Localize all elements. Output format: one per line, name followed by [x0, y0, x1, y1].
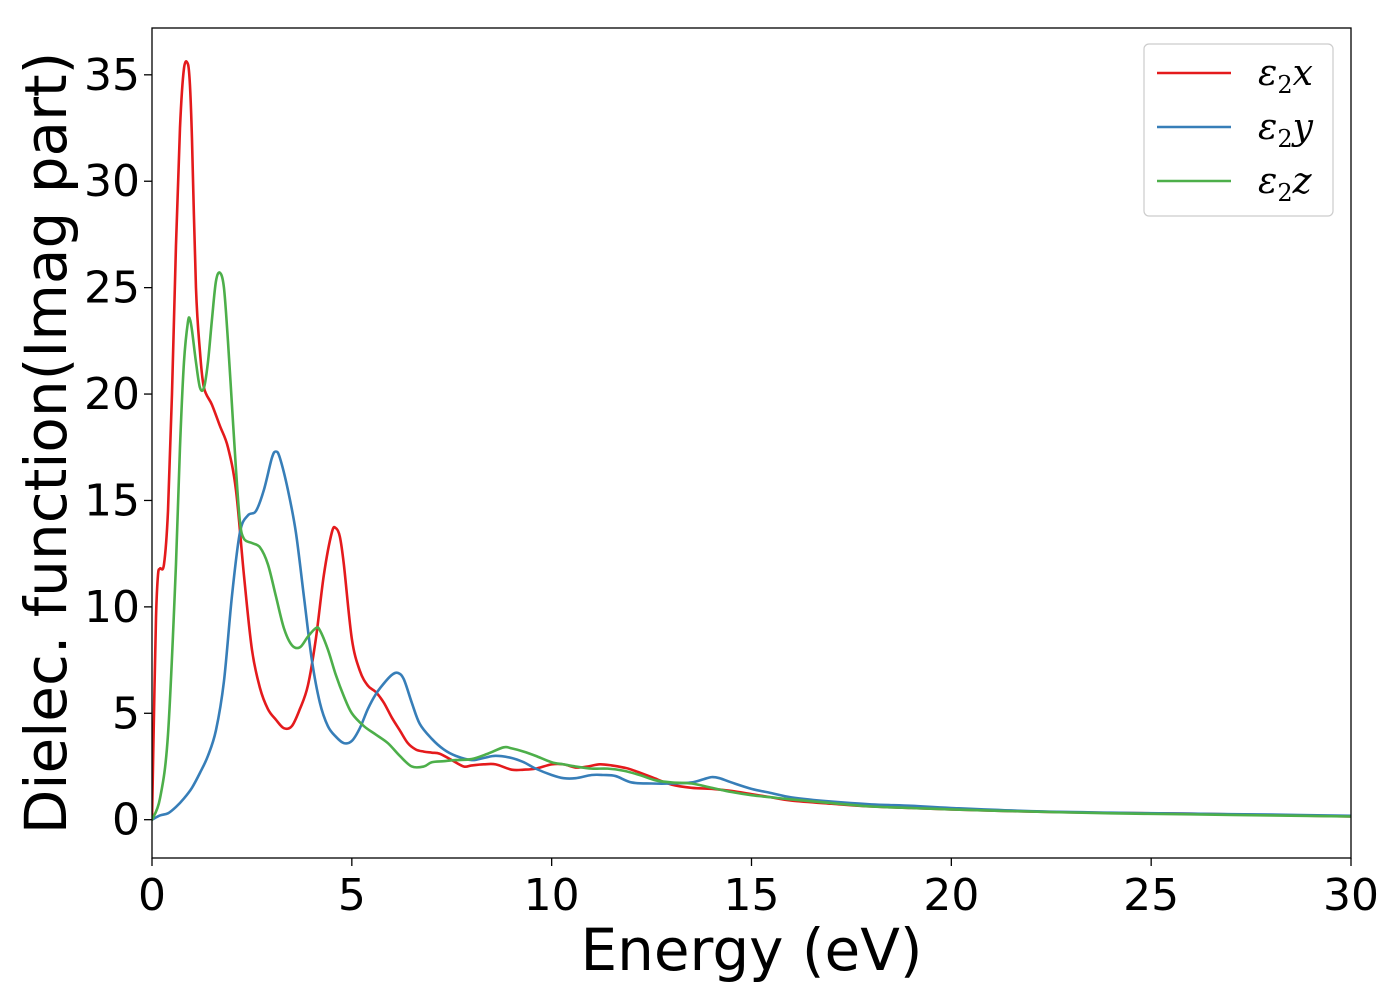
- x-tick-label: 20: [923, 870, 979, 921]
- series-layer: [152, 59, 1351, 821]
- y-tick-label: 5: [112, 688, 140, 739]
- x-axis-title: Energy (eV): [580, 916, 922, 984]
- x-tick-label: 0: [138, 870, 166, 921]
- y-tick-label: 25: [84, 263, 140, 314]
- series-line-z: [152, 271, 1351, 821]
- legend-label-z: ε2z: [1258, 161, 1313, 207]
- legend-label-x: ε2x: [1258, 53, 1313, 99]
- y-axis-title: Dielec. function(Imag part): [12, 52, 80, 835]
- y-tick-label: 0: [112, 795, 140, 846]
- y-tick-label: 30: [84, 156, 140, 207]
- legend: ε2x ε2y ε2z: [1143, 43, 1334, 217]
- tick-layer: 0 5 10 15 20 25 30 0 5 10 15 20 25 30 35: [84, 50, 1379, 921]
- x-tick-label: 5: [338, 870, 366, 921]
- legend-label-y: ε2y: [1258, 107, 1314, 153]
- y-tick-label: 20: [84, 369, 140, 420]
- legend-box: [1143, 43, 1334, 217]
- x-tick-label: 25: [1123, 870, 1179, 921]
- x-tick-label: 10: [524, 870, 580, 921]
- y-tick-label: 15: [84, 475, 140, 526]
- x-tick-label: 15: [724, 870, 780, 921]
- y-tick-label: 35: [84, 50, 140, 101]
- x-tick-label: 30: [1323, 870, 1379, 921]
- legend-entries: ε2x ε2y ε2z: [1157, 53, 1314, 207]
- y-tick-label: 10: [84, 582, 140, 633]
- series-line-y: [152, 450, 1351, 821]
